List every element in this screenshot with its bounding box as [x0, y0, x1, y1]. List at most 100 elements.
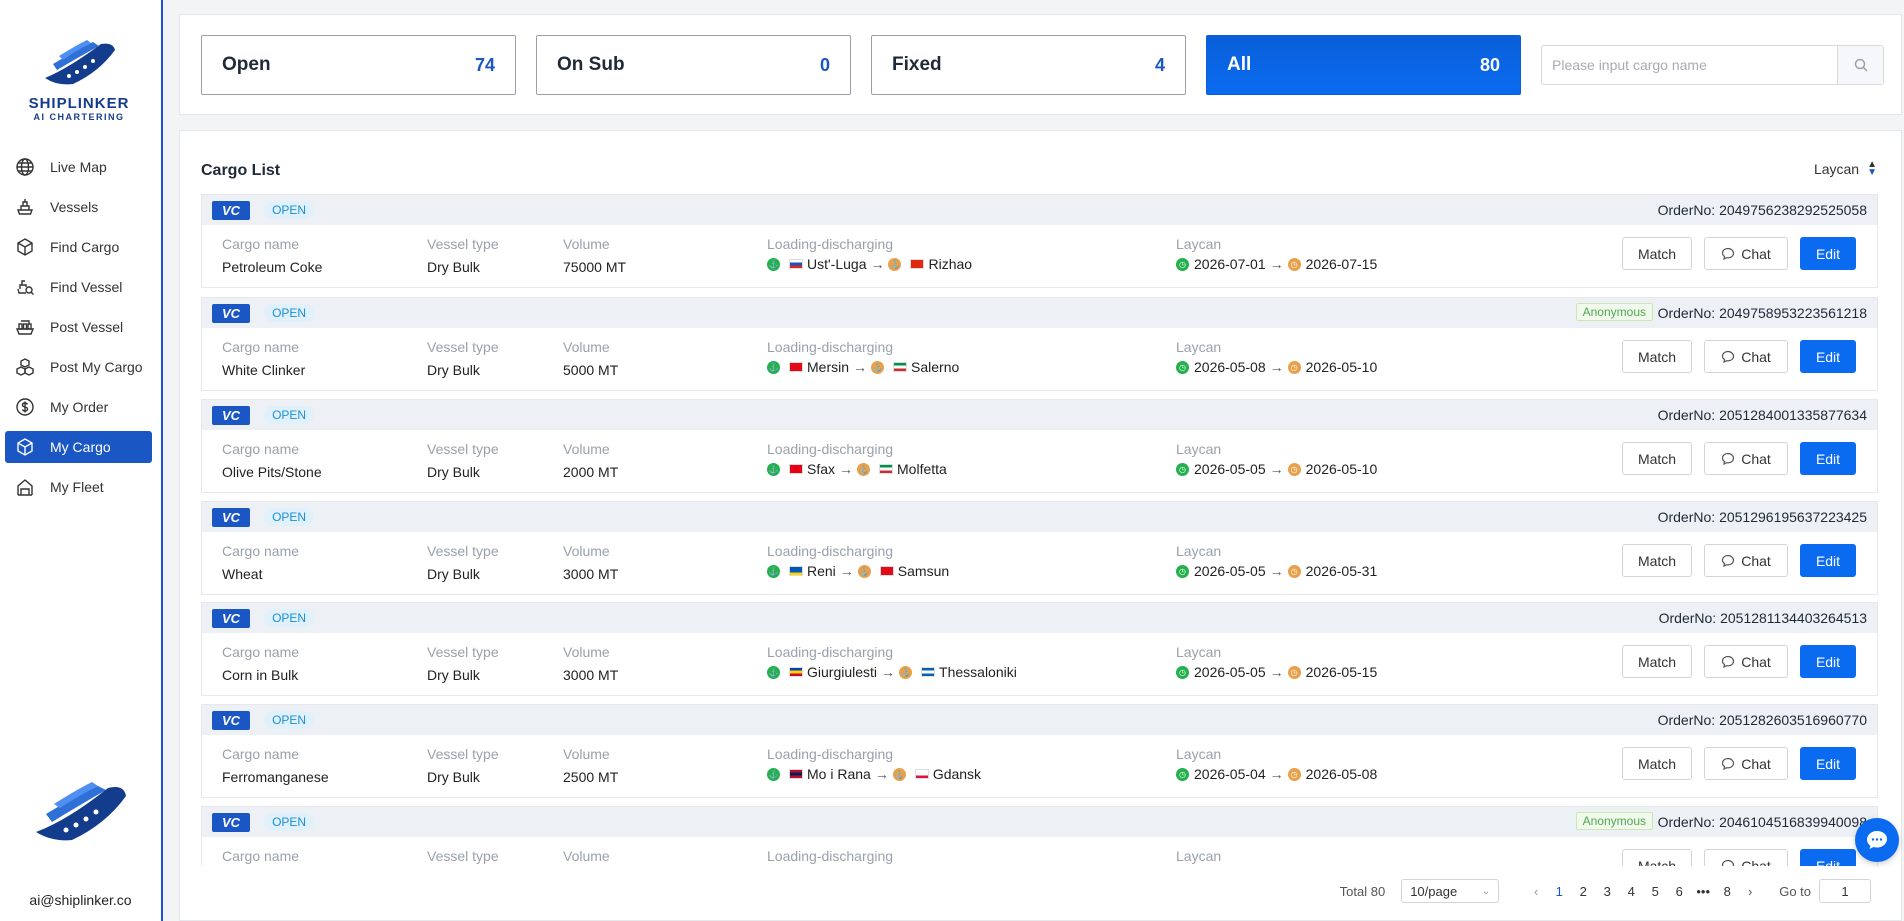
tab-open[interactable]: Open 74	[201, 35, 516, 95]
edit-button[interactable]: Edit	[1800, 237, 1856, 270]
sidebar-item-label: Vessels	[50, 199, 99, 215]
status-badge: OPEN	[264, 711, 315, 729]
loading-port-icon: ⚓	[767, 462, 780, 476]
chat-button[interactable]: Chat	[1704, 442, 1788, 475]
sidebar-item-find-vessel[interactable]: Find Vessel	[5, 271, 152, 303]
sidebar-item-find-cargo[interactable]: Find Cargo	[5, 231, 152, 263]
charter-type-badge: VC	[212, 405, 251, 425]
cargo-name-header: Cargo name	[222, 441, 300, 457]
page-button[interactable]: 8	[1723, 883, 1731, 899]
cargo-ship-icon	[15, 317, 35, 337]
cargo-row[interactable]: VC OPEN OrderNo: 2051296195637223425 Car…	[201, 501, 1878, 595]
laycan-start: 2026-05-05	[1194, 563, 1266, 579]
route: ⚓ Giurgiulesti → ⚓ Thessaloniki	[767, 664, 1017, 680]
tab-fixed[interactable]: Fixed 4	[871, 35, 1186, 95]
route: ⚓ Mersin → ⚓ Salerno	[767, 359, 959, 375]
laycan-start-icon: ◷	[1176, 665, 1189, 679]
status-badge: OPEN	[264, 406, 315, 424]
page-button[interactable]: 3	[1603, 883, 1611, 899]
loading-port: Mersin	[807, 359, 850, 375]
match-button[interactable]: Match	[1622, 340, 1692, 373]
charter-type-badge: VC	[212, 812, 251, 832]
laycan-end-icon: ◷	[1287, 564, 1301, 578]
match-button[interactable]: Match	[1622, 747, 1692, 780]
sidebar-nav: Live Map Vessels Find Cargo Find Vessel …	[5, 151, 152, 511]
page-button[interactable]: 4	[1627, 883, 1635, 899]
match-button[interactable]: Match	[1622, 442, 1692, 475]
chat-icon	[1722, 655, 1735, 668]
page-button[interactable]: 1	[1555, 883, 1563, 899]
edit-button[interactable]: Edit	[1800, 645, 1856, 678]
vessel-type: Dry Bulk	[427, 362, 480, 378]
chat-button[interactable]: Chat	[1704, 237, 1788, 270]
chat-button[interactable]: Chat	[1704, 849, 1788, 866]
country-flag-icon	[789, 259, 803, 269]
chat-button[interactable]: Chat	[1704, 645, 1788, 678]
sidebar-item-my-order[interactable]: My Order	[5, 391, 152, 423]
page-button[interactable]: 2	[1579, 883, 1587, 899]
search-button[interactable]	[1837, 46, 1883, 84]
logo[interactable]: SHIPLINKER AI CHARTERING	[20, 38, 138, 122]
match-button[interactable]: Match	[1622, 237, 1692, 270]
chat-icon	[1722, 554, 1735, 567]
sidebar-item-vessels[interactable]: Vessels	[5, 191, 152, 223]
sidebar-item-post-vessel[interactable]: Post Vessel	[5, 311, 152, 343]
sidebar-item-label: Post Vessel	[50, 319, 124, 335]
page-size-select[interactable]: 10/page ⌄	[1401, 879, 1500, 903]
edit-button[interactable]: Edit	[1800, 849, 1856, 866]
order-number-value: 2049756238292525058	[1719, 202, 1867, 218]
tab-all[interactable]: All 80	[1206, 35, 1521, 95]
page-button[interactable]: 6	[1675, 883, 1683, 899]
edit-button[interactable]: Edit	[1800, 544, 1856, 577]
goto-input[interactable]	[1819, 879, 1871, 903]
sidebar-item-label: Find Cargo	[50, 239, 120, 255]
chat-button[interactable]: Chat	[1704, 544, 1788, 577]
edit-button[interactable]: Edit	[1800, 442, 1856, 475]
cargo-row[interactable]: VC OPEN Anonymous OrderNo: 2049758953223…	[201, 297, 1878, 391]
cargo-row[interactable]: VC OPEN OrderNo: 2051282603516960770 Car…	[201, 704, 1878, 798]
page-button[interactable]: 5	[1651, 883, 1659, 899]
volume-header: Volume	[563, 441, 610, 457]
laycan-end-icon: ◷	[1287, 767, 1301, 781]
match-button[interactable]: Match	[1622, 849, 1692, 866]
cargo-name: Corn in Bulk	[222, 667, 299, 683]
laycan-header: Laycan	[1176, 848, 1222, 864]
order-number: OrderNo: 2051282603516960770	[1658, 712, 1867, 728]
match-button[interactable]: Match	[1622, 544, 1692, 577]
cargo-row[interactable]: VC OPEN OrderNo: 2051284001335877634 Car…	[201, 399, 1878, 493]
laycan-start: 2026-07-01	[1194, 256, 1266, 272]
sidebar-item-live-map[interactable]: Live Map	[5, 151, 152, 183]
sidebar-item-post-my-cargo[interactable]: Post My Cargo	[5, 351, 152, 383]
discharging-port: Thessaloniki	[939, 664, 1017, 680]
tab-on-sub[interactable]: On Sub 0	[536, 35, 851, 95]
cargo-row[interactable]: VC OPEN OrderNo: 2051281134403264513 Car…	[201, 602, 1878, 696]
row-actions: Match Chat Edit	[1610, 747, 1856, 780]
cargo-row[interactable]: VC OPEN Anonymous OrderNo: 2046104516839…	[201, 806, 1878, 866]
next-page-button[interactable]: ›	[1748, 883, 1753, 899]
arrow-right-icon: →	[1269, 563, 1284, 579]
cargo-row[interactable]: VC OPEN OrderNo: 2049756238292525058 Car…	[201, 194, 1878, 288]
sidebar-item-label: My Order	[50, 399, 109, 415]
more-pages-button[interactable]: •••	[1696, 883, 1711, 899]
sidebar-item-my-fleet[interactable]: My Fleet	[5, 471, 152, 503]
edit-button[interactable]: Edit	[1800, 340, 1856, 373]
search-icon	[1854, 58, 1868, 72]
prev-page-button[interactable]: ‹	[1534, 883, 1539, 899]
status-badge: OPEN	[264, 813, 315, 831]
chat-button[interactable]: Chat	[1704, 747, 1788, 780]
search-input[interactable]	[1542, 46, 1837, 84]
vessel-type: Dry Bulk	[427, 566, 480, 582]
tab-count: 4	[1154, 54, 1165, 75]
chat-button[interactable]: Chat	[1704, 340, 1788, 373]
loading-discharging-header: Loading-discharging	[767, 848, 894, 864]
sort-laycan[interactable]: Laycan ▲ ▼	[1814, 160, 1877, 178]
chat-support-button[interactable]	[1855, 818, 1899, 862]
discharging-port-icon: ⚓	[888, 257, 902, 271]
user-email[interactable]: ai@shiplinker.co	[29, 892, 132, 908]
laycan-start: 2026-05-08	[1194, 359, 1266, 375]
match-button[interactable]: Match	[1622, 645, 1692, 678]
charter-type-badge: VC	[212, 507, 251, 527]
laycan-start-icon: ◷	[1176, 564, 1189, 578]
edit-button[interactable]: Edit	[1800, 747, 1856, 780]
sidebar-item-my-cargo[interactable]: My Cargo	[5, 431, 152, 463]
